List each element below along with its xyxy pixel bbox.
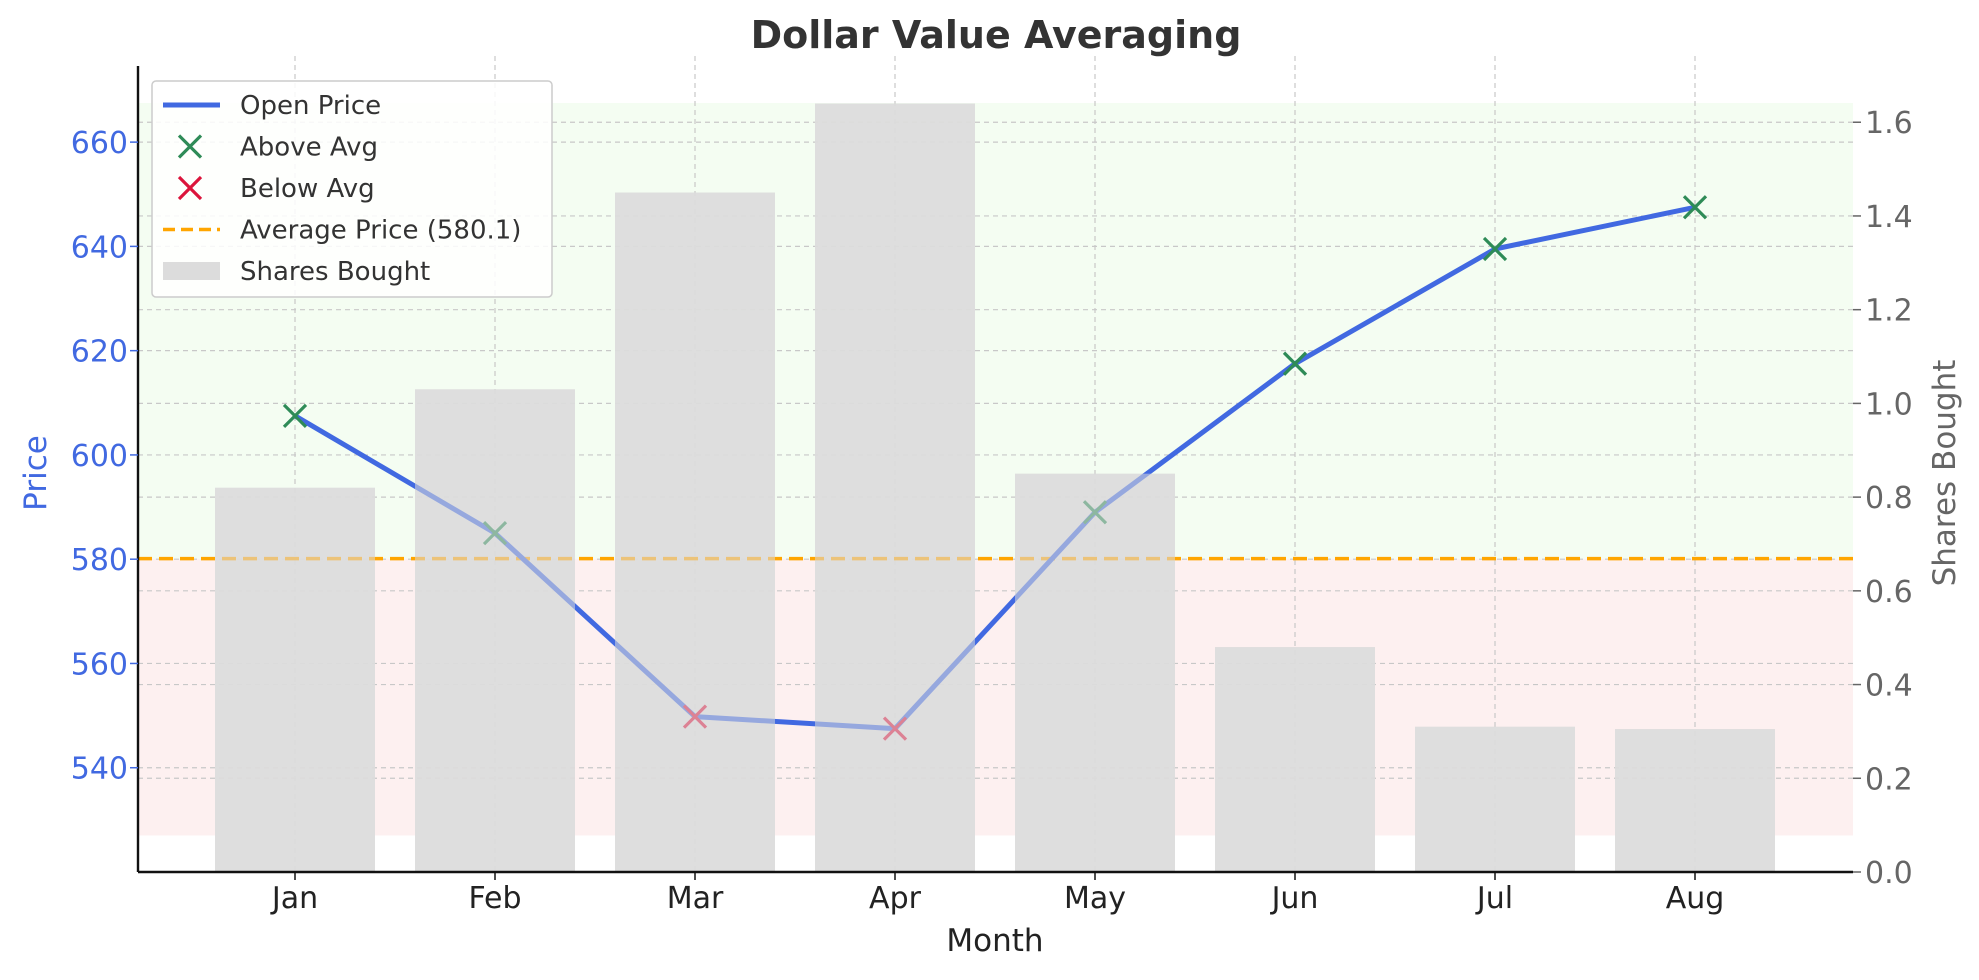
y2-tick-label: 0.4 — [1865, 669, 1913, 704]
marker-stroke — [282, 403, 308, 428]
y-tick-label: 640 — [71, 230, 128, 265]
shares-bars-overlay — [215, 103, 1775, 872]
marker-aug — [1682, 195, 1708, 220]
y-tick-label: 660 — [71, 126, 128, 161]
bar-overlay-mar — [615, 192, 775, 872]
y2-tick-label: 1.0 — [1865, 387, 1913, 422]
marker-jan — [282, 403, 308, 428]
tick-labels: 540 560 580 600 620 640 660 0.0 0.2 0.4 0.6 0.8 1.0 1… — [71, 106, 1913, 916]
axes — [136, 66, 1853, 874]
legend-swatch-bar — [163, 262, 220, 280]
legend-item: Shares Bought — [163, 257, 430, 287]
legend-item: Below Avg — [177, 174, 375, 204]
y2-tick-label: 0.2 — [1865, 762, 1913, 797]
legend: Open Price Above Avg Below Avg Average Pric… — [151, 80, 553, 298]
x-tick-label: Jul — [1475, 881, 1513, 916]
y-tick-label: 620 — [71, 335, 128, 370]
y2-axis-label: Shares Bought — [1927, 360, 1963, 587]
marker-stroke — [1482, 236, 1508, 262]
bar-overlay-aug — [1615, 729, 1775, 872]
legend-swatch-x — [177, 175, 203, 201]
y-tick-label: 600 — [71, 439, 128, 474]
legend-label: Above Avg — [240, 133, 378, 163]
chart-title: Dollar Value Averaging — [751, 13, 1242, 57]
x-tick-label: Mar — [667, 881, 724, 916]
bar-overlay-jul — [1415, 726, 1575, 872]
y2-tick-label: 1.4 — [1865, 200, 1913, 235]
legend-label: Below Avg — [240, 174, 375, 204]
y-tick-label: 560 — [71, 647, 128, 682]
legend-item: Above Avg — [177, 133, 378, 163]
x-tick-label: Feb — [468, 881, 521, 916]
bar-overlay-may — [1015, 473, 1175, 872]
x-tick-label: Apr — [869, 881, 922, 916]
x-tick-label: May — [1064, 881, 1126, 916]
legend-item: Open Price — [163, 91, 381, 121]
y2-tick-label: 0.8 — [1865, 481, 1913, 516]
x-tick-label: Jan — [270, 881, 318, 916]
y2-tick-label: 1.6 — [1865, 106, 1913, 141]
x-axis-label: Month — [946, 923, 1043, 959]
y-tick-label: 580 — [71, 543, 128, 578]
bar-overlay-jan — [215, 487, 375, 872]
y2-tick-label: 1.2 — [1865, 294, 1913, 329]
legend-label: Shares Bought — [240, 257, 430, 287]
x-tick-label: Aug — [1666, 881, 1725, 916]
legend-swatch-x — [177, 134, 203, 159]
x-tick-label: Jun — [1270, 881, 1319, 916]
legend-box — [151, 80, 553, 298]
legend-item: Average Price (580.1) — [163, 216, 521, 246]
legend-label: Average Price (580.1) — [240, 216, 521, 246]
y-tick-label: 540 — [71, 752, 128, 787]
marker-stroke — [1282, 351, 1308, 376]
y2-tick-label: 0.0 — [1865, 856, 1913, 891]
marker-jul — [1482, 236, 1508, 262]
marker-jun — [1282, 351, 1308, 376]
below-average-band — [138, 558, 1853, 836]
y-axis-label: Price — [18, 435, 54, 511]
bar-overlay-feb — [415, 389, 575, 872]
bar-overlay-apr — [815, 103, 975, 872]
y2-tick-label: 0.6 — [1865, 575, 1913, 610]
legend-label: Open Price — [240, 91, 381, 121]
bar-overlay-jun — [1215, 647, 1375, 872]
marker-stroke — [1682, 195, 1708, 220]
